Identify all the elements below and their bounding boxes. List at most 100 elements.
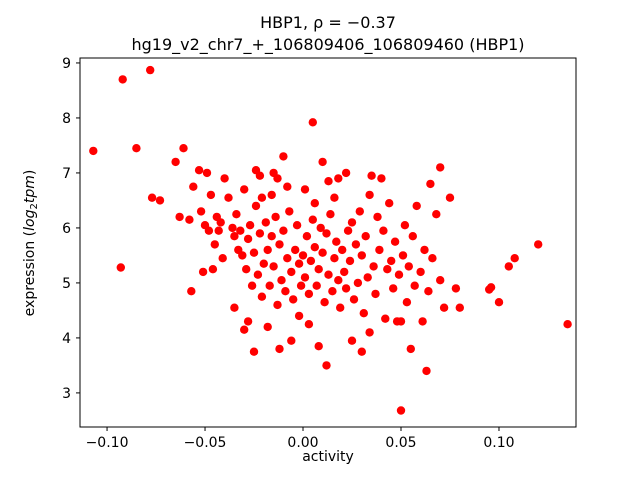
- y-tick-label: 5: [62, 276, 71, 292]
- y-tick-label: 4: [62, 331, 71, 347]
- data-point: [292, 221, 302, 230]
- data-point: [390, 237, 400, 246]
- data-point: [198, 267, 208, 277]
- data-point: [424, 287, 433, 296]
- data-point: [275, 240, 284, 249]
- data-point: [357, 251, 366, 260]
- data-point: [261, 218, 270, 227]
- data-point: [340, 267, 349, 277]
- data-point: [214, 226, 223, 235]
- data-point: [283, 182, 292, 191]
- data-point: [504, 262, 513, 271]
- data-point: [338, 245, 347, 255]
- data-point: [379, 226, 388, 235]
- data-point: [189, 182, 198, 191]
- data-point: [308, 215, 317, 224]
- data-point: [312, 281, 321, 290]
- data-point: [408, 232, 417, 241]
- chart-title-line1: HBP1, ρ = −0.37: [260, 13, 396, 32]
- data-point: [416, 267, 425, 277]
- data-point: [285, 207, 294, 216]
- y-tick-label: 8: [62, 111, 71, 127]
- data-point: [381, 314, 390, 323]
- data-point: [302, 232, 312, 241]
- data-point: [426, 179, 435, 189]
- data-point: [294, 311, 304, 321]
- data-point: [269, 262, 278, 271]
- data-point: [383, 265, 392, 274]
- data-point: [240, 325, 249, 334]
- data-point: [269, 168, 278, 178]
- data-point: [418, 317, 427, 326]
- data-point: [257, 193, 267, 202]
- data-point: [400, 221, 410, 230]
- data-point: [289, 295, 298, 304]
- data-point: [310, 243, 319, 252]
- data-point: [387, 256, 396, 266]
- data-point: [455, 303, 464, 312]
- data-point: [218, 254, 227, 263]
- data-point: [249, 248, 259, 257]
- data-point: [365, 190, 374, 200]
- data-point: [375, 245, 384, 255]
- data-point: [304, 289, 314, 299]
- data-point: [206, 190, 216, 200]
- data-point: [310, 199, 319, 208]
- data-point: [330, 254, 339, 263]
- data-point: [243, 234, 253, 244]
- data-point: [322, 229, 331, 238]
- data-point: [220, 174, 229, 183]
- points-layer: [89, 65, 572, 415]
- data-point: [216, 218, 225, 227]
- data-point: [146, 65, 155, 75]
- data-point: [298, 251, 308, 260]
- data-point: [347, 336, 357, 345]
- data-point: [486, 283, 496, 292]
- data-point: [210, 240, 219, 249]
- data-point: [351, 240, 361, 249]
- data-point: [281, 287, 290, 296]
- data-point: [179, 144, 188, 153]
- data-point: [316, 223, 325, 233]
- data-point: [406, 344, 415, 354]
- data-point: [436, 163, 445, 172]
- data-point: [330, 193, 339, 202]
- data-point: [306, 256, 316, 266]
- data-point: [265, 281, 274, 290]
- data-point: [357, 347, 366, 356]
- data-point: [398, 251, 408, 260]
- x-tick-label: −0.10: [86, 435, 129, 451]
- data-point: [322, 361, 331, 370]
- data-point: [308, 118, 317, 127]
- x-axis-label: activity: [302, 449, 354, 465]
- data-point: [365, 328, 374, 337]
- data-point: [236, 226, 245, 235]
- data-point: [118, 75, 127, 84]
- data-point: [445, 193, 455, 202]
- data-point: [363, 273, 372, 282]
- data-point: [324, 270, 333, 279]
- data-point: [343, 226, 353, 235]
- data-point: [367, 171, 376, 180]
- data-point: [273, 300, 282, 310]
- data-point: [283, 254, 292, 263]
- data-point: [328, 287, 337, 296]
- data-point: [369, 262, 378, 271]
- x-tick-label: 0.10: [483, 435, 514, 451]
- data-point: [355, 207, 364, 216]
- data-point: [534, 240, 543, 249]
- data-point: [318, 157, 327, 167]
- data-point: [359, 309, 368, 318]
- data-point: [240, 185, 249, 194]
- data-point: [349, 295, 359, 304]
- data-point: [394, 270, 404, 279]
- data-point: [208, 265, 218, 274]
- data-point: [332, 237, 341, 246]
- data-point: [232, 210, 241, 219]
- data-point: [326, 210, 335, 219]
- data-point: [171, 157, 180, 167]
- data-point: [251, 201, 261, 211]
- x-tick-label: 0.00: [287, 435, 318, 451]
- data-point: [371, 289, 380, 299]
